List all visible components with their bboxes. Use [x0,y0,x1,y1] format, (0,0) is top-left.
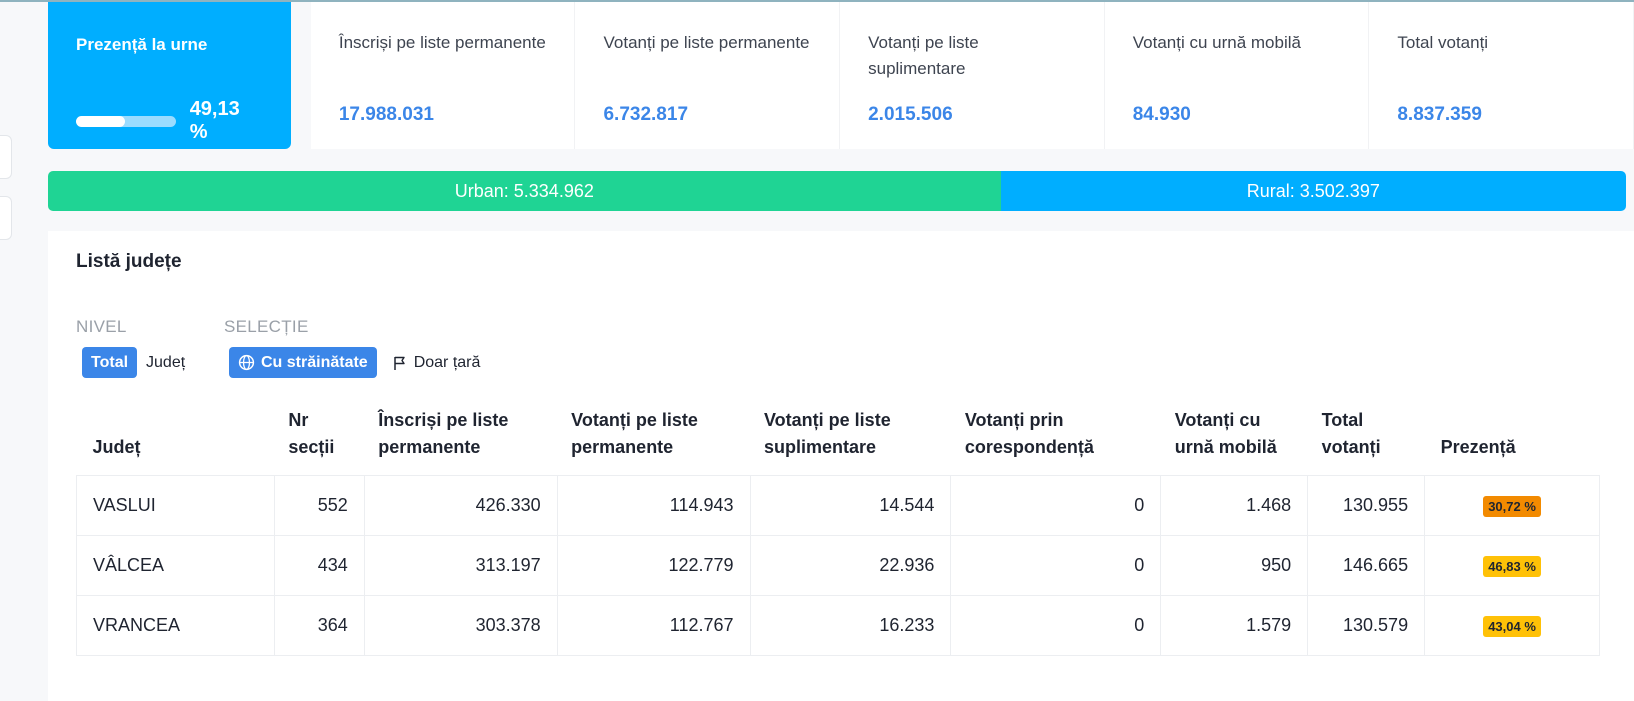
turnout-cell: 43,04 % [1424,595,1600,656]
turnout-badge: 43,04 % [1483,615,1541,637]
mail-voters-cell: 0 [950,475,1162,536]
column-header[interactable]: Județ [92,437,141,457]
turnout-cell: 30,72 % [1424,475,1600,536]
county-table: Județ Nr secții Înscriși pe liste perman… [76,407,1600,656]
selection-filter: SELECȚIE Cu străinătate Doar țară [224,317,489,378]
turnout-progress-bar [76,115,176,127]
column-header[interactable]: Votanți cu urnă mobilă [1174,410,1277,457]
card-value: 2.015.506 [868,104,953,125]
total-voters-card: Total votanți 8.837.359 [1369,2,1634,149]
turnout-title: Prezență la urne [76,35,208,54]
supplementary-voters-cell: 22.936 [749,535,952,596]
total-voters-cell: 130.955 [1307,475,1426,536]
county-cell: VÂLCEA [76,535,275,596]
supplementary-voters-card: Votanți pe liste suplimentare 2.015.506 [840,2,1105,149]
card-value: 6.732.817 [603,104,689,125]
mobile-voters-cell: 950 [1160,535,1309,596]
urban-rural-bar: Urban: 5.334.962 Rural: 3.502.397 [48,171,1626,211]
level-filter-buttons: Total Județ [82,347,194,378]
turnout-card: Prezență la urne 49,13 % [48,2,291,149]
side-panel-edge [0,135,12,179]
country-only-button[interactable]: Doar țară [383,347,490,378]
mobile-urn-card: Votanți cu urnă mobilă 84.930 [1104,2,1370,149]
turnout-badge: 30,72 % [1483,495,1541,517]
card-value: 84.930 [1132,104,1191,125]
card-title: Înscriși pe liste permanente [338,33,546,52]
supplementary-voters-cell: 16.233 [749,595,952,656]
column-header[interactable]: Votanți prin corespondență [964,410,1094,457]
county-cell: VRANCEA [76,595,275,656]
table-row[interactable]: VRANCEA 364 303.378 112.767 16.233 0 1.5… [76,595,1600,656]
urban-segment: Urban: 5.334.962 [48,171,1001,211]
column-header[interactable]: Votanți pe liste suplimentare [764,410,891,457]
selection-filter-buttons: Cu străinătate Doar țară [229,347,489,378]
registered-cell: 303.378 [363,595,558,656]
permanent-voters-card: Votanți pe liste permanente 6.732.817 [575,2,841,149]
card-title: Votanți pe liste suplimentare [868,33,979,78]
column-header[interactable]: Înscriși pe liste permanente [378,410,509,457]
turnout-value: 49,13 % [189,98,240,143]
turnout-progress-fill [76,115,125,127]
with-abroad-label: Cu străinătate [261,353,368,371]
sections-cell: 364 [273,595,365,656]
permanent-voters-cell: 122.779 [556,535,751,596]
mobile-voters-cell: 1.579 [1160,595,1309,656]
registered-card: Înscriși pe liste permanente 17.988.031 [310,2,576,149]
card-title: Total votanți [1397,33,1489,52]
turnout-row: 49,13 % [76,98,263,144]
sections-cell: 552 [273,475,365,536]
turnout-badge: 46,83 % [1483,555,1541,577]
level-total-button[interactable]: Total [82,347,138,378]
selection-filter-label: SELECȚIE [224,317,309,336]
globe-icon [238,354,255,371]
card-title: Votanți cu urnă mobilă [1132,33,1301,52]
table-row[interactable]: VÂLCEA 434 313.197 122.779 22.936 0 950 … [76,535,1600,596]
mobile-voters-cell: 1.468 [1160,475,1309,536]
card-value: 17.988.031 [338,104,434,125]
rural-segment: Rural: 3.502.397 [1000,171,1626,211]
table-header-row: Județ Nr secții Înscriși pe liste perman… [77,407,1600,476]
mail-voters-cell: 0 [950,535,1162,596]
level-filter: NIVEL Total Județ [76,317,194,378]
column-header[interactable]: Nr secții [288,410,335,457]
registered-cell: 426.330 [363,475,558,536]
table-row[interactable]: VASLUI 552 426.330 114.943 14.544 0 1.46… [76,475,1600,536]
column-header[interactable]: Total votanți [1321,410,1381,457]
sections-cell: 434 [273,535,365,596]
total-voters-cell: 130.579 [1307,595,1426,656]
country-only-label: Doar țară [413,353,481,371]
card-title: Votanți pe liste permanente [603,33,810,52]
stats-row: Prezență la urne 49,13 % Înscriși pe lis… [48,2,1634,149]
permanent-voters-cell: 112.767 [556,595,751,656]
with-abroad-button[interactable]: Cu străinătate [229,347,377,378]
filters: NIVEL Total Județ SELECȚIE Cu străinătat… [76,317,1634,387]
turnout-cell: 46,83 % [1424,535,1600,596]
column-header[interactable]: Votanți pe liste permanente [571,410,698,457]
registered-cell: 313.197 [363,535,558,596]
county-cell: VASLUI [76,475,275,536]
column-header[interactable]: Prezență [1440,437,1516,457]
top-border [0,0,1634,2]
total-voters-cell: 146.665 [1307,535,1426,596]
side-panel-edge [0,196,12,240]
card-value: 8.837.359 [1397,104,1482,125]
level-county-button[interactable]: Județ [146,353,186,371]
level-filter-label: NIVEL [76,317,127,336]
panel-title: Listă județe [76,251,182,272]
county-list-panel: Listă județe NIVEL Total Județ SELECȚIE … [48,231,1634,701]
flag-icon [393,356,405,370]
supplementary-voters-cell: 14.544 [749,475,952,536]
mail-voters-cell: 0 [950,595,1162,656]
permanent-voters-cell: 114.943 [556,475,751,536]
